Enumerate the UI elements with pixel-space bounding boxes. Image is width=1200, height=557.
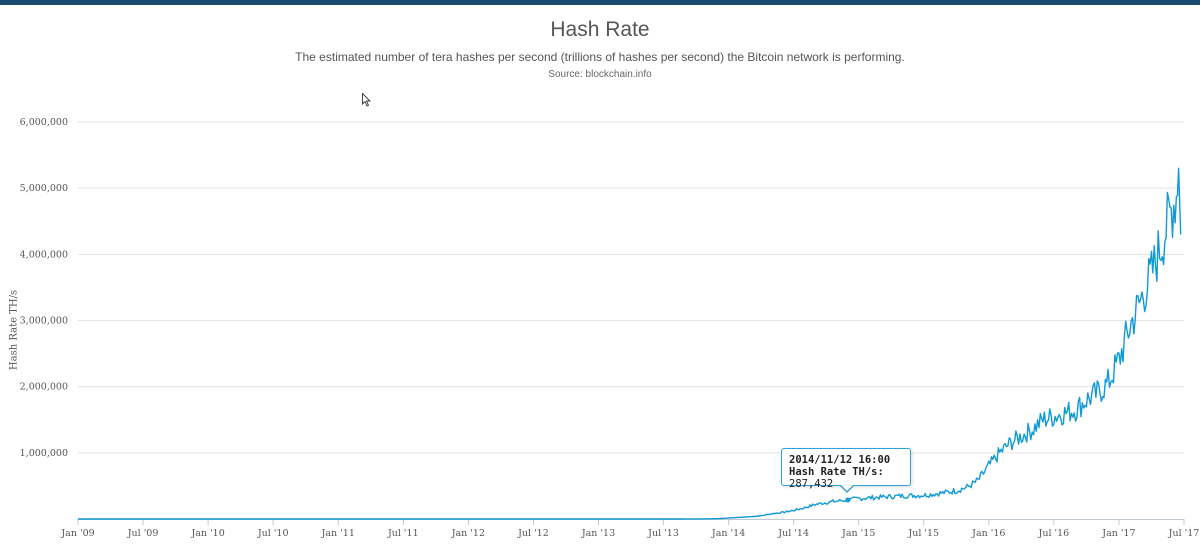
chart-source: Source: blockchain.info [548,69,652,80]
x-axis-ticks: Jan '09 Jul '09 Jan '10 Jul '10 Jan '11 Jul '… [60,519,1199,539]
tooltip-value: 287,432 [789,478,834,490]
chart-subtitle: The estimated number of tera hashes per … [295,50,905,64]
x-tick-label: Jul '17 [1168,528,1200,539]
tooltip-pointer [840,485,854,493]
grid-lines [78,121,1184,520]
y-tick-label: 3,000,000 [20,316,68,327]
x-tick-label: Jan '09 [60,528,94,539]
highlight-point [845,497,851,503]
x-tick-label: Jan '15 [841,528,875,539]
chart-title: Hash Rate [550,18,650,41]
tooltip-series-label: Hash Rate TH/s: [789,466,884,478]
series-group [78,167,1182,520]
x-tick-label: Jan '14 [711,528,745,539]
tooltip-time: 2014/11/12 16:00 [789,454,891,466]
top-bar [0,0,1200,5]
y-tick-label: 5,000,000 [20,183,68,194]
x-tick-label: Jan '17 [1101,528,1135,539]
data-tooltip: 2014/11/12 16:00 Hash Rate TH/s: 287,432 [781,448,911,490]
y-tick-label: 2,000,000 [20,382,68,393]
x-tick-label: Jan '12 [451,528,485,539]
x-tick-label: Jan '16 [971,528,1005,539]
x-tick-label: Jul '12 [517,528,549,539]
series-line-hash-rate [78,167,1182,520]
x-tick-label: Jul '13 [647,528,679,539]
x-tick-label: Jul '16 [1038,528,1070,539]
x-tick-label: Jul '09 [127,528,159,539]
x-tick-label: Jan '11 [321,528,355,539]
y-tick-label: 4,000,000 [20,249,68,260]
x-tick-label: Jul '14 [777,528,809,539]
x-tick-label: Jul '11 [387,528,419,539]
x-tick-label: Jul '10 [257,528,289,539]
x-tick-label: Jul '15 [907,528,939,539]
x-tick-label: Jan '10 [190,528,224,539]
y-axis-ticks: 1,000,000 2,000,000 3,000,000 4,000,000 5,00… [20,117,68,459]
y-tick-label: 1,000,000 [20,448,68,459]
y-tick-label: 6,000,000 [20,117,68,128]
mouse-pointer-icon [362,93,372,107]
x-tick-label: Jan '13 [581,528,615,539]
